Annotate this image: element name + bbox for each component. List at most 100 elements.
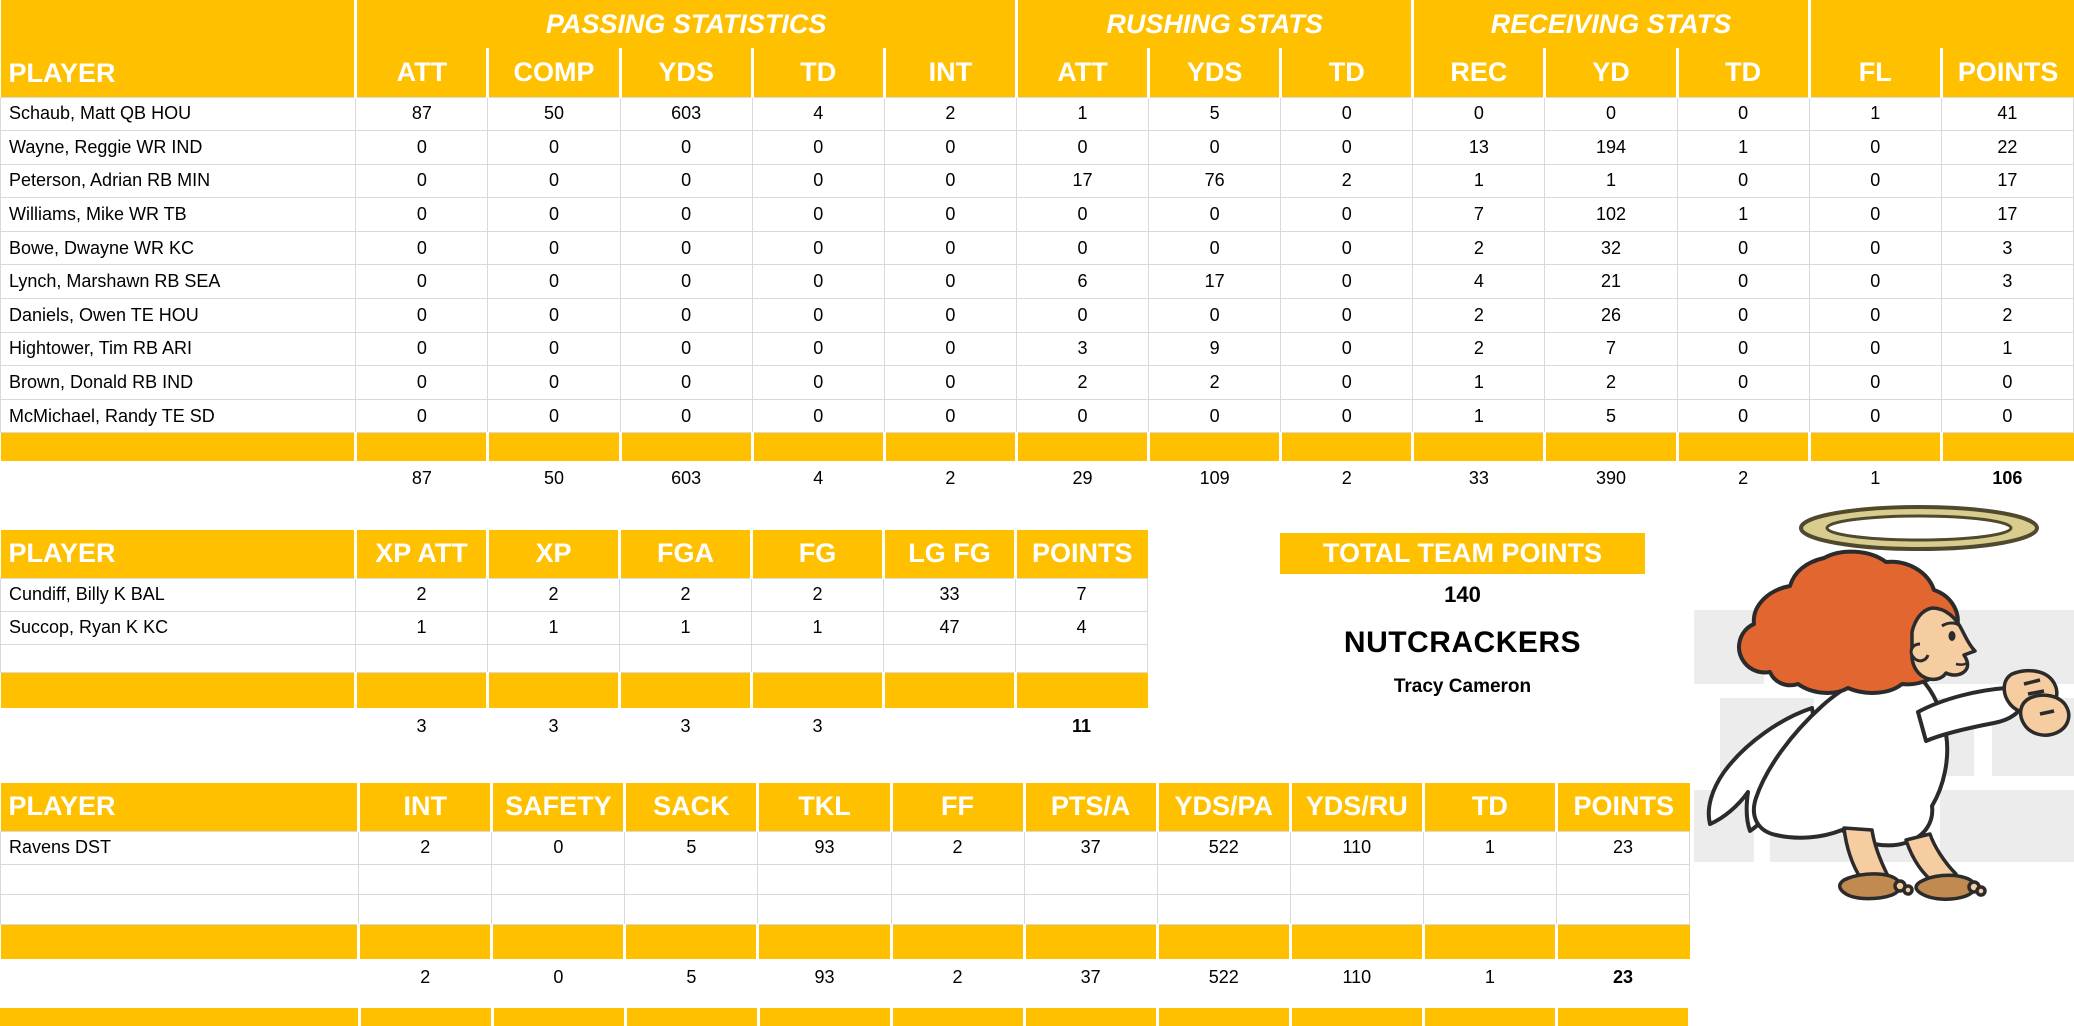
stat-cell[interactable]: 0 [1676, 264, 1810, 300]
stat-cell[interactable]: 2 [1940, 298, 2074, 333]
stat-cell[interactable]: 0 [1940, 398, 2074, 434]
stat-cell[interactable]: 0 [1808, 163, 1942, 199]
stat-cell[interactable]: 0 [1280, 230, 1414, 266]
stat-cell[interactable]: 0 [487, 298, 621, 333]
group-header[interactable]: RUSHING STATS [1014, 0, 1413, 48]
separator-cell[interactable] [1421, 924, 1557, 959]
stat-cell[interactable] [358, 893, 493, 925]
stat-cell[interactable] [890, 863, 1025, 895]
stat-cell[interactable]: 37 [1023, 830, 1158, 865]
separator-cell[interactable] [750, 432, 885, 461]
stat-cell[interactable]: 0 [1148, 298, 1282, 333]
stat-cell[interactable]: 2 [1412, 331, 1546, 367]
column-header[interactable]: REC [1411, 48, 1545, 97]
totals-label-cell[interactable] [1, 708, 356, 744]
column-header[interactable]: FF [889, 783, 1025, 831]
column-header[interactable]: TD [1675, 48, 1810, 97]
player-name-cell[interactable]: Peterson, Adrian RB MIN [0, 163, 357, 199]
separator-cell[interactable] [490, 924, 625, 959]
stat-cell[interactable]: 0 [1808, 398, 1942, 434]
stat-cell[interactable]: 1 [1544, 163, 1678, 199]
stat-cell[interactable]: 0 [1280, 398, 1414, 434]
stat-cell[interactable]: 7 [1015, 577, 1148, 612]
stat-cell[interactable] [1422, 893, 1557, 925]
stat-cell[interactable]: 5 [1544, 398, 1678, 434]
stat-cell[interactable]: 0 [1676, 230, 1810, 266]
stat-cell[interactable]: 0 [1280, 96, 1414, 132]
total-team-points-value[interactable]: 140 [1444, 582, 1481, 607]
separator-cell[interactable] [354, 432, 488, 461]
separator-cell[interactable] [0, 432, 356, 461]
player-name-cell[interactable]: Daniels, Owen TE HOU [0, 298, 357, 333]
total-cell[interactable]: 3 [812, 715, 823, 736]
player-column-header[interactable]: PLAYER [0, 783, 359, 831]
stat-cell[interactable]: 0 [751, 163, 885, 199]
stat-cell[interactable]: 0 [883, 230, 1017, 266]
stat-cell[interactable]: 17 [1148, 264, 1282, 300]
stat-cell[interactable]: 0 [355, 163, 489, 199]
stat-cell[interactable]: 0 [1940, 365, 2074, 400]
player-column-header[interactable]: PLAYER [0, 0, 356, 97]
separator-cell[interactable] [1543, 432, 1678, 461]
player-name-cell[interactable]: Cundiff, Billy K BAL [0, 577, 356, 612]
stat-cell[interactable]: 0 [1808, 130, 1942, 165]
stat-cell[interactable] [1422, 863, 1557, 895]
stat-cell[interactable]: 0 [1015, 230, 1150, 266]
stat-cell[interactable] [1015, 643, 1148, 673]
stat-cell[interactable]: 0 [751, 197, 885, 232]
player-name-cell[interactable]: Ravens DST [0, 830, 360, 865]
total-cell[interactable]: 2 [952, 966, 963, 987]
stat-cell[interactable]: 0 [1148, 130, 1282, 165]
column-header[interactable]: YD [1543, 48, 1678, 97]
player-name-cell[interactable]: McMichael, Randy TE SD [0, 398, 357, 434]
total-cell[interactable]: 0 [553, 966, 564, 987]
stat-cell[interactable] [1156, 863, 1291, 895]
stat-cell[interactable]: 0 [1280, 365, 1414, 400]
column-header[interactable]: FG [750, 530, 884, 578]
total-cell[interactable]: 603 [671, 468, 702, 489]
column-header[interactable]: ATT [1014, 48, 1149, 97]
stat-cell[interactable]: 1 [1412, 163, 1546, 199]
stat-cell[interactable]: 0 [1015, 298, 1150, 333]
stat-cell[interactable]: 0 [751, 398, 885, 434]
stat-cell[interactable]: 1 [1940, 331, 2074, 367]
stat-cell[interactable]: 0 [1412, 96, 1546, 132]
separator-cell[interactable] [1411, 432, 1545, 461]
stat-cell[interactable]: 522 [1156, 830, 1291, 865]
stat-cell[interactable]: 0 [619, 365, 753, 400]
stat-cell[interactable]: 21 [1544, 264, 1678, 300]
player-name-cell[interactable]: Schaub, Matt QB HOU [0, 96, 357, 132]
separator-cell[interactable] [357, 924, 492, 959]
column-header[interactable]: TD [1279, 48, 1413, 97]
stat-cell[interactable]: 0 [883, 365, 1017, 400]
stat-cell[interactable]: 0 [1015, 197, 1150, 232]
total-cell[interactable]: 23 [1612, 966, 1633, 987]
stat-cell[interactable]: 32 [1544, 230, 1678, 266]
stat-cell[interactable]: 23 [1555, 830, 1691, 865]
stat-cell[interactable]: 0 [619, 230, 753, 266]
stat-cell[interactable]: 17 [1015, 163, 1150, 199]
separator-cell[interactable] [1939, 432, 2074, 461]
separator-cell[interactable] [1014, 432, 1149, 461]
total-cell[interactable]: 4 [813, 468, 824, 489]
total-cell[interactable]: 1 [1870, 468, 1881, 489]
stat-cell[interactable]: 0 [1015, 398, 1150, 434]
stat-cell[interactable]: 3 [1015, 331, 1150, 367]
stat-cell[interactable]: 0 [487, 365, 621, 400]
stat-cell[interactable]: 0 [1676, 298, 1810, 333]
stat-cell[interactable]: 0 [1808, 230, 1942, 266]
stat-cell[interactable]: 0 [751, 230, 885, 266]
stat-cell[interactable] [1289, 863, 1424, 895]
stat-cell[interactable]: 0 [487, 264, 621, 300]
column-header[interactable]: FGA [618, 530, 752, 578]
stat-cell[interactable]: 50 [487, 96, 621, 132]
stat-cell[interactable]: 9 [1148, 331, 1282, 367]
stat-cell[interactable] [1023, 893, 1158, 925]
stat-cell[interactable] [890, 893, 1025, 925]
separator-cell[interactable] [1807, 432, 1942, 461]
stat-cell[interactable]: 1 [751, 610, 884, 645]
stat-cell[interactable]: 0 [487, 331, 621, 367]
stat-cell[interactable]: 76 [1148, 163, 1282, 199]
separator-cell[interactable] [1022, 924, 1158, 959]
total-cell[interactable]: 2 [945, 468, 956, 489]
